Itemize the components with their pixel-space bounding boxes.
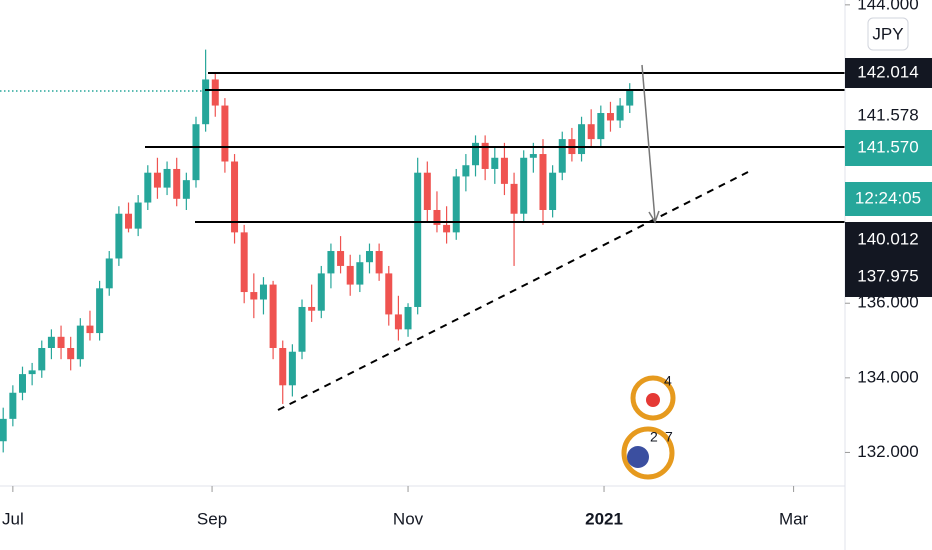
x-tick-label: Sep: [197, 509, 227, 528]
candle-body: [0, 418, 7, 442]
candle-body: [115, 213, 123, 259]
candle-body: [578, 124, 586, 155]
x-tick-label: Nov: [393, 509, 424, 528]
candle-body: [173, 168, 181, 199]
price-label: 141.570: [857, 137, 918, 156]
candle-body: [558, 139, 566, 173]
candle-body: [153, 172, 161, 188]
candle-body: [182, 180, 190, 199]
price-label: 141.578: [857, 105, 918, 124]
x-tick-label: 2021: [585, 509, 623, 528]
candle-body: [211, 79, 219, 106]
currency: JPY: [872, 24, 903, 43]
y-tick-label: 132.000: [857, 442, 918, 461]
candle-body: [192, 124, 200, 181]
candle-body: [472, 142, 480, 166]
candle-body: [76, 325, 84, 360]
candle-body: [221, 105, 229, 162]
price-label: 137.975: [857, 266, 918, 285]
candle-body: [346, 265, 354, 285]
candle-body: [105, 258, 113, 289]
candle-body: [375, 251, 383, 274]
candle-body: [38, 347, 46, 371]
candle-body: [529, 154, 537, 158]
candle-body: [57, 336, 65, 348]
candle-body: [491, 157, 499, 169]
candle-body: [423, 172, 431, 210]
candle-body: [462, 165, 470, 177]
price-label: 12:24:05: [855, 188, 921, 207]
candle-body: [279, 347, 287, 386]
y-tick-label: 144.000: [857, 0, 918, 13]
candle-body: [250, 292, 258, 300]
candle-body: [433, 209, 441, 225]
candle-body: [414, 172, 422, 307]
candle-body: [269, 284, 277, 348]
candle-body: [626, 90, 634, 106]
candle-body: [9, 392, 17, 419]
candle-body: [28, 370, 36, 375]
candle-body: [240, 232, 248, 293]
x-tick-label: Jul: [2, 509, 24, 528]
candle-body: [394, 314, 402, 330]
logo-text: 4: [664, 373, 672, 389]
x-tick-label: Mar: [779, 509, 809, 528]
candle-body: [288, 351, 296, 386]
y-tick-label: 136.000: [857, 293, 918, 312]
logo-text: 2: [650, 429, 658, 445]
candle-body: [539, 154, 547, 210]
price-label-box: [845, 182, 932, 216]
candle-body: [385, 273, 393, 315]
candle-body: [616, 105, 624, 121]
trend-line[interactable]: [277, 171, 749, 411]
candle-body: [163, 168, 171, 188]
arrow[interactable]: [641, 64, 656, 221]
plot-area: [0, 49, 634, 453]
candle-body: [337, 251, 345, 266]
price-label: 142.014: [857, 62, 918, 81]
candle-body: [67, 347, 75, 360]
logo: 4 2 7: [621, 373, 676, 480]
candle-body: [606, 113, 614, 121]
candle-body: [18, 374, 26, 393]
candle-body: [231, 161, 239, 233]
candle-body: [96, 288, 104, 334]
candle-body: [86, 325, 94, 334]
candle-body: [481, 142, 489, 169]
candle-body: [549, 172, 557, 210]
candle-body: [327, 251, 335, 274]
price-label-box: [845, 222, 932, 258]
candle-body: [404, 306, 412, 330]
candle-body: [308, 306, 316, 311]
candle-body: [443, 224, 451, 233]
candle-body: [365, 251, 373, 263]
candle-body: [597, 113, 605, 140]
y-axis: 132.000 134.000 136.000 144.000: [845, 0, 919, 461]
price-label-box: [845, 58, 932, 88]
candle-body: [298, 306, 306, 352]
candle-body: [452, 176, 460, 233]
price-label: 140.012: [857, 229, 918, 248]
arrow-head: [648, 210, 660, 224]
candle-body: [47, 336, 55, 348]
logo-text: 7: [665, 429, 673, 445]
candle-body: [500, 157, 508, 184]
candle-body: [587, 124, 595, 140]
candle-body: [144, 172, 152, 203]
candle-body: [259, 284, 267, 300]
price-label-box: [845, 257, 932, 297]
candle-body: [317, 273, 325, 311]
candle-body: [520, 157, 528, 214]
candle-body: [125, 213, 133, 229]
candle-body: [356, 262, 364, 285]
candle-body: [510, 183, 518, 214]
price-label-box: [845, 130, 932, 166]
candle-body: [134, 202, 142, 229]
candle-body: [202, 79, 210, 125]
y-tick-label: 134.000: [857, 367, 918, 386]
currency-box[interactable]: [867, 17, 909, 51]
